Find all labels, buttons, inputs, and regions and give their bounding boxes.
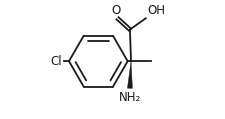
Text: NH₂: NH₂ — [118, 91, 140, 104]
Polygon shape — [127, 61, 132, 88]
Text: OH: OH — [147, 4, 165, 17]
Text: O: O — [111, 4, 120, 17]
Text: Cl: Cl — [50, 55, 61, 68]
